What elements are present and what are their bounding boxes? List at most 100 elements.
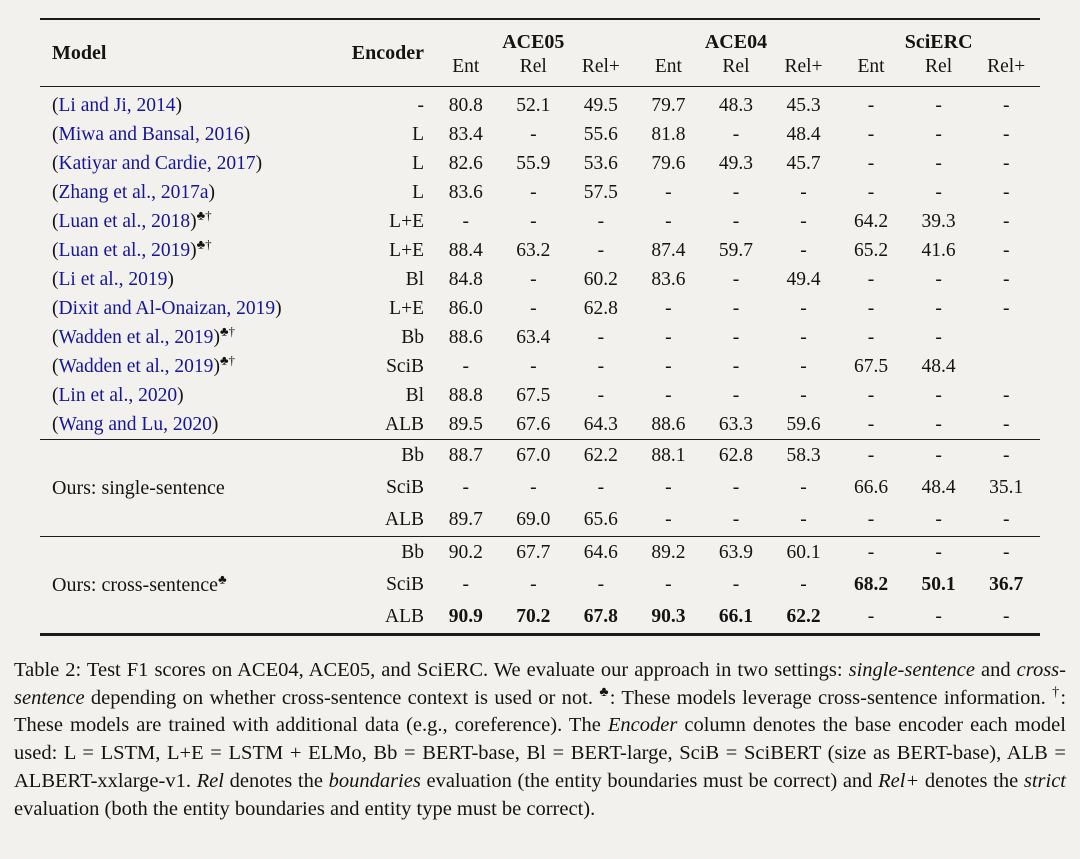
value-cell: 53.6 [583,152,618,174]
value-cell: - [800,355,807,377]
value-cell: - [732,297,740,319]
caption-segment: Rel+ [878,769,920,792]
caption-segment: † [1052,684,1061,700]
caption-segment: evaluation (both the entity boundaries a… [14,797,596,820]
citation-link[interactable]: Li et al., 2019 [58,268,168,290]
footnote-marker: ♣† [219,323,235,338]
value-cell: - [665,355,672,377]
value-cell: - [665,509,672,530]
encoder-cell: Bb [336,439,432,472]
table-row: (Wadden et al., 2019)♣† Bb 88.6 63.4 - - - - - - [40,323,1040,352]
value-cell: - [837,439,905,472]
citation-link[interactable]: Lin et al., 2020 [58,384,178,406]
caption-segment: Rel [196,769,224,792]
encoder-cell: L+E [389,239,424,261]
value-cell: 50.1 [921,574,956,595]
encoder-cell: SciB [386,355,424,377]
encoder-cell: L+E [389,210,424,232]
value-cell: - [935,181,942,203]
value-cell: - [530,268,537,290]
value-cell: 39.3 [921,210,956,232]
value-cell: 88.1 [634,439,703,472]
citation-link[interactable]: Wadden et al., 2019 [58,355,214,377]
citation-link[interactable]: Zhang et al., 2017a [58,181,209,203]
value-cell: 63.4 [516,326,551,348]
value-cell: - [530,123,537,145]
citation-link[interactable]: Wadden et al., 2019 [58,326,214,348]
table-row: SciB - - - - - - 66.6 48.4 35.1 [40,472,1040,504]
value-cell: 81.8 [651,123,686,145]
citation-link[interactable]: Wang and Lu, 2020 [58,413,212,435]
value-cell: - [597,239,605,261]
value-cell: - [800,574,807,595]
value-cell: 48.4 [921,355,956,377]
value-cell: 59.6 [786,413,821,435]
caption-segment: Table 2: Test F1 scores on ACE04, ACE05,… [14,659,849,681]
paren-open: ( [52,181,59,203]
value-cell: - [732,384,740,406]
value-cell: - [665,326,672,348]
value-cell: 68.2 [853,574,889,595]
value-cell: - [732,123,740,145]
value-cell: - [732,355,740,377]
value-cell: - [867,94,875,116]
group-label-cell: Ours: cross-sentence♣ [40,536,336,635]
value-cell: 63.2 [516,239,551,261]
value-cell: - [665,210,672,232]
value-cell: - [462,355,470,377]
value-cell: - [597,326,605,348]
table-row: (Miwa and Bansal, 2016) L 83.4 - 55.6 81.8 - 48… [40,120,1040,149]
table-row: ALB 90.9 70.2 67.8 90.3 66.1 62.2 - - - [40,601,1040,635]
value-cell: - [935,509,942,530]
value-cell: 67.7 [499,536,568,569]
table-row: (Wang and Lu, 2020) ALB 89.5 67.6 64.3 88.6 63… [40,410,1040,440]
table-row: (Luan et al., 2019)♣† L+E 88.4 63.2 - 87.4 59.… [40,236,1040,265]
paren-close: ) [255,152,263,174]
value-cell: 63.3 [718,413,754,435]
value-cell: - [867,297,875,319]
model-cell: (Katiyar and Cardie, 2017) [40,149,336,178]
value-cell: - [935,152,942,174]
value-cell: - [867,152,875,174]
model-cell: (Wadden et al., 2019)♣† [40,352,336,381]
encoder-cell: Bl [405,268,424,290]
value-cell: - [935,326,942,348]
value-cell: - [904,439,973,472]
citation-link[interactable]: Dixit and Al-Onaizan, 2019 [58,297,276,319]
table-row: (Li et al., 2019) Bl 84.8 - 60.2 83.6 - 49.4 - - - [40,265,1040,294]
value-cell: 55.6 [583,123,618,145]
citation-link[interactable]: Li and Ji, 2014 [58,94,176,116]
value-cell: - [462,574,470,595]
value-cell: - [935,94,942,116]
value-cell: 83.4 [448,123,483,145]
encoder-cell: Bb [336,536,432,569]
caption-segment: : These models leverage cross-sentence i… [609,686,1053,709]
value-cell: - [867,326,875,348]
citation-link[interactable]: Luan et al., 2018 [58,210,191,232]
subcol-ace04-ent: Ent [654,56,682,77]
table-row: SciB - - - - - - 68.2 50.1 36.7 [40,569,1040,601]
footnote-marker: ♣† [196,236,212,251]
model-cell: (Wang and Lu, 2020) [40,410,336,440]
value-cell: - [1002,123,1010,145]
paren-open: ( [52,297,59,319]
citation-link[interactable]: Miwa and Bansal, 2016 [58,123,244,145]
subcol-scierc-relplus: Rel+ [987,56,1026,77]
value-cell: - [800,210,807,232]
caption-segment: and [974,659,1017,681]
value-cell: 66.6 [853,477,889,498]
subcol-ace04-rel: Rel [722,56,750,77]
caption-segment: boundaries [328,769,421,792]
value-cell: 45.7 [786,152,821,174]
paren-open: ( [52,239,59,261]
value-cell: - [732,574,740,595]
value-cell: 83.6 [448,181,483,203]
citation-link[interactable]: Luan et al., 2019 [58,239,191,261]
value-cell: 52.1 [516,94,551,116]
value-cell: - [1002,297,1010,319]
citation-link[interactable]: Katiyar and Cardie, 2017 [58,152,256,174]
value-cell: - [1002,268,1010,290]
value-cell: - [665,297,672,319]
value-cell: 62.2 [786,606,821,627]
value-cell: - [597,384,605,406]
